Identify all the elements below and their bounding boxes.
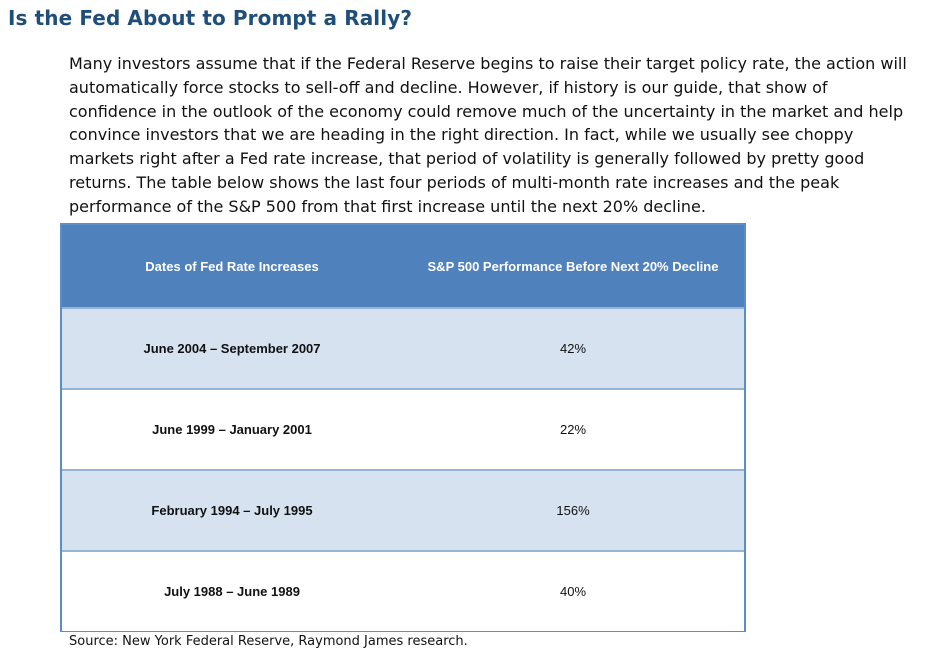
- table-cell-dates: February 1994 – July 1995: [151, 503, 313, 518]
- table-cell-performance: 40%: [559, 584, 587, 599]
- table-header-row: Dates of Fed Rate Increases S&P 500 Perf…: [62, 225, 744, 307]
- table-row: June 1999 – January 2001 22%: [62, 388, 744, 469]
- intro-paragraph: Many investors assume that if the Federa…: [69, 54, 907, 216]
- source-note: Source: New York Federal Reserve, Raymon…: [69, 634, 468, 649]
- rate-increase-table: Dates of Fed Rate Increases S&P 500 Perf…: [60, 223, 746, 632]
- page-title: Is the Fed About to Prompt a Rally?: [8, 6, 413, 30]
- table-cell-performance: 22%: [559, 422, 587, 437]
- table-row: June 2004 – September 2007 42%: [62, 307, 744, 388]
- table-cell-dates: June 2004 – September 2007: [143, 341, 321, 356]
- column-header-performance: S&P 500 Performance Before Next 20% Decl…: [427, 258, 719, 274]
- table-cell-dates: July 1988 – June 1989: [164, 584, 300, 599]
- table-cell-dates: June 1999 – January 2001: [152, 422, 312, 437]
- table-row: July 1988 – June 1989 40%: [62, 550, 744, 631]
- table-row: February 1994 – July 1995 156%: [62, 469, 744, 550]
- column-header-dates: Dates of Fed Rate Increases: [145, 258, 319, 274]
- table-cell-performance: 156%: [556, 503, 590, 518]
- table-cell-performance: 42%: [559, 341, 587, 356]
